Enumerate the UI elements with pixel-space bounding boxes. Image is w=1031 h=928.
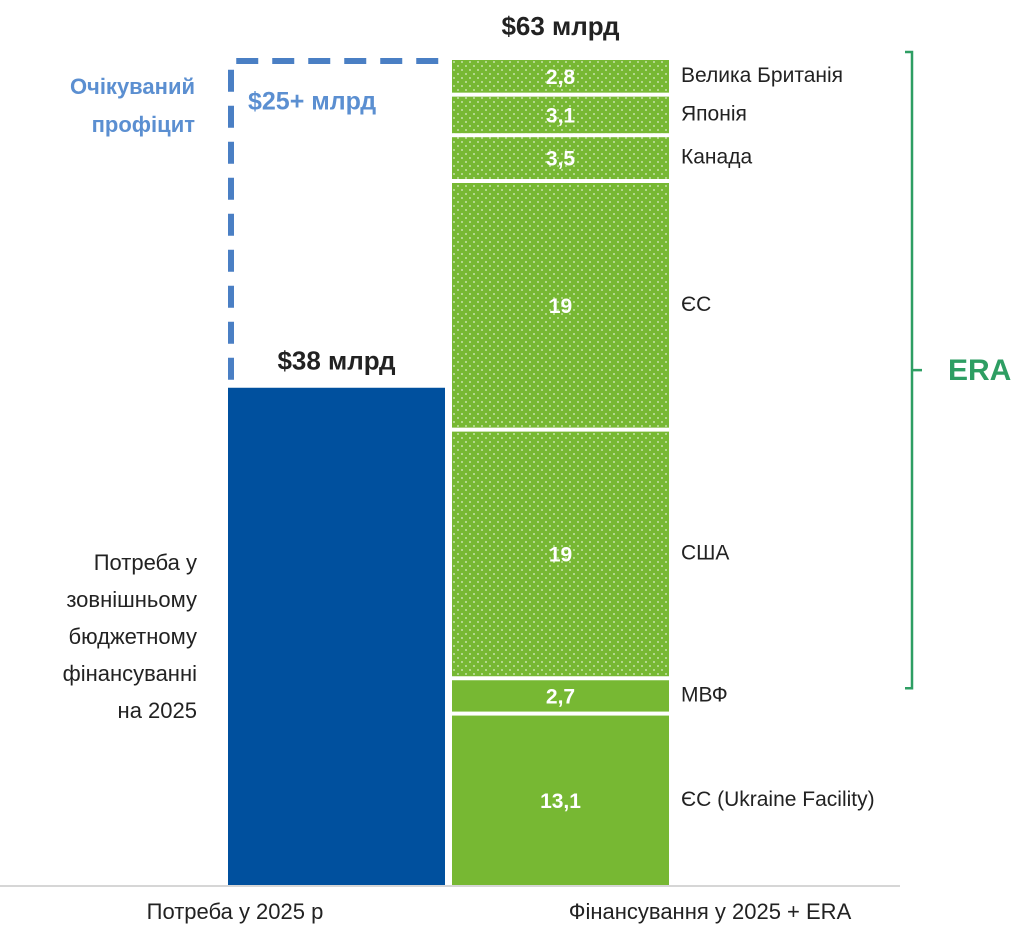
bar-segment	[452, 137, 669, 180]
bar-segment	[228, 387, 445, 885]
data-label: 19	[549, 543, 572, 566]
series-label: США	[681, 541, 729, 564]
surplus-label: Очікуваний профіцит	[69, 74, 195, 137]
series-label: Велика Британія	[681, 64, 843, 87]
total-label: $63 млрд	[501, 11, 620, 41]
bar-segment	[452, 431, 669, 677]
series-label: Потреба у зовнішньому бюджетному фінансу…	[62, 550, 197, 723]
surplus-value: $25+ млрд	[248, 88, 376, 116]
x-tick-label: Фінансування у 2025 + ERA	[569, 899, 852, 924]
data-label: 3,5	[546, 148, 576, 171]
series-label: ЄС (Ukraine Facility)	[681, 788, 875, 811]
data-label: 19	[549, 295, 572, 318]
bar-segment	[452, 680, 669, 712]
series-label: Канада	[681, 146, 752, 169]
data-label: 3,1	[546, 104, 576, 127]
bar-segment	[452, 715, 669, 885]
data-label: 13,1	[540, 790, 581, 813]
bracket	[905, 50, 922, 690]
data-label: 2,7	[546, 685, 575, 708]
bracket-label: ERA	[948, 354, 1011, 387]
data-label: 2,8	[546, 66, 576, 89]
series-label: Японія	[681, 102, 747, 125]
bar-segment	[452, 183, 669, 428]
series-label: МВФ	[681, 683, 728, 706]
x-tick-label: Потреба у 2025 р	[147, 899, 324, 924]
total-label: $38 млрд	[277, 346, 396, 376]
series-label: ЄС	[681, 293, 711, 316]
bar-segment	[452, 96, 669, 134]
bar-segment	[452, 60, 669, 93]
